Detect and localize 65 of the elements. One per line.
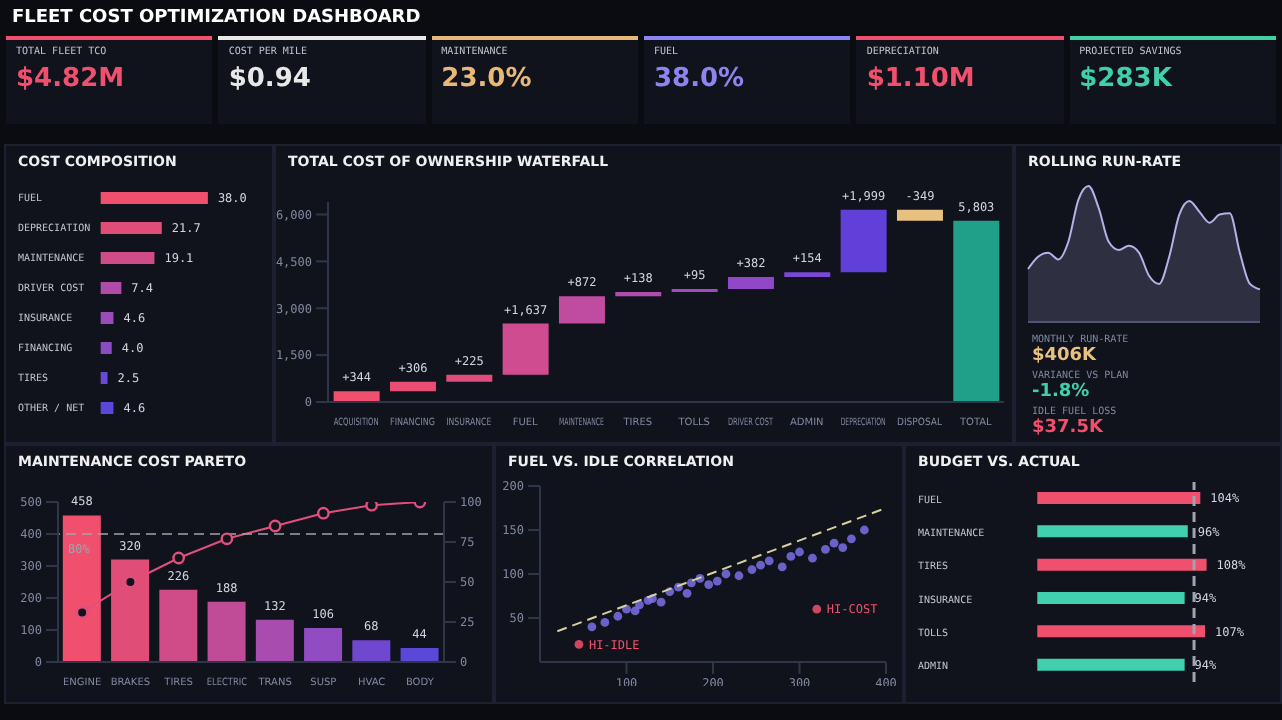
bar <box>304 628 343 662</box>
point <box>838 543 848 552</box>
point <box>268 519 282 533</box>
point <box>587 622 597 632</box>
bar <box>100 402 114 414</box>
point <box>712 576 722 586</box>
text: $0.94 <box>228 64 313 94</box>
point <box>704 580 714 589</box>
text: $283K <box>1079 64 1175 94</box>
point <box>613 611 623 621</box>
bar <box>100 312 114 324</box>
bar <box>100 342 112 354</box>
point <box>75 606 89 619</box>
point <box>574 640 584 649</box>
text: $1.10M <box>866 64 977 94</box>
bar <box>615 291 662 297</box>
bar <box>953 220 1000 402</box>
bar <box>255 619 294 662</box>
bar <box>333 391 380 402</box>
bar <box>389 381 436 392</box>
text: -1.8% <box>1032 382 1092 402</box>
text: FLEET COST OPTIMIZATION DASHBOARD <box>12 8 423 28</box>
bar <box>400 647 439 662</box>
text: $37.5K <box>1032 418 1105 438</box>
point <box>747 565 757 574</box>
text: 23.0% <box>441 64 534 94</box>
point <box>656 597 666 607</box>
bar <box>100 192 208 204</box>
point <box>600 618 610 627</box>
text: $406K <box>1032 346 1099 366</box>
bar <box>446 374 493 382</box>
point <box>316 506 330 520</box>
point <box>786 552 796 561</box>
point <box>812 604 822 614</box>
bar <box>896 209 943 221</box>
point <box>808 553 817 563</box>
point <box>721 569 731 579</box>
point <box>365 502 379 512</box>
point <box>682 588 692 598</box>
bar <box>62 515 101 662</box>
bar <box>100 282 122 294</box>
bar <box>840 209 887 273</box>
point <box>756 560 765 570</box>
bar <box>502 323 549 375</box>
point <box>795 547 804 557</box>
point <box>777 562 787 572</box>
point <box>764 556 774 566</box>
bar <box>100 372 108 384</box>
bar <box>558 296 605 324</box>
point <box>859 525 869 535</box>
bar <box>727 277 774 289</box>
point <box>829 538 839 548</box>
bar <box>352 640 391 662</box>
bar <box>207 601 246 662</box>
bar <box>100 252 155 264</box>
point <box>734 571 744 581</box>
text: 38.0% <box>653 64 747 94</box>
text: $4.82M <box>16 64 127 94</box>
point <box>821 544 830 554</box>
point <box>847 534 856 544</box>
bar <box>100 222 162 234</box>
bar <box>784 272 831 278</box>
point <box>220 532 234 546</box>
bar <box>159 589 198 662</box>
point <box>172 551 186 565</box>
